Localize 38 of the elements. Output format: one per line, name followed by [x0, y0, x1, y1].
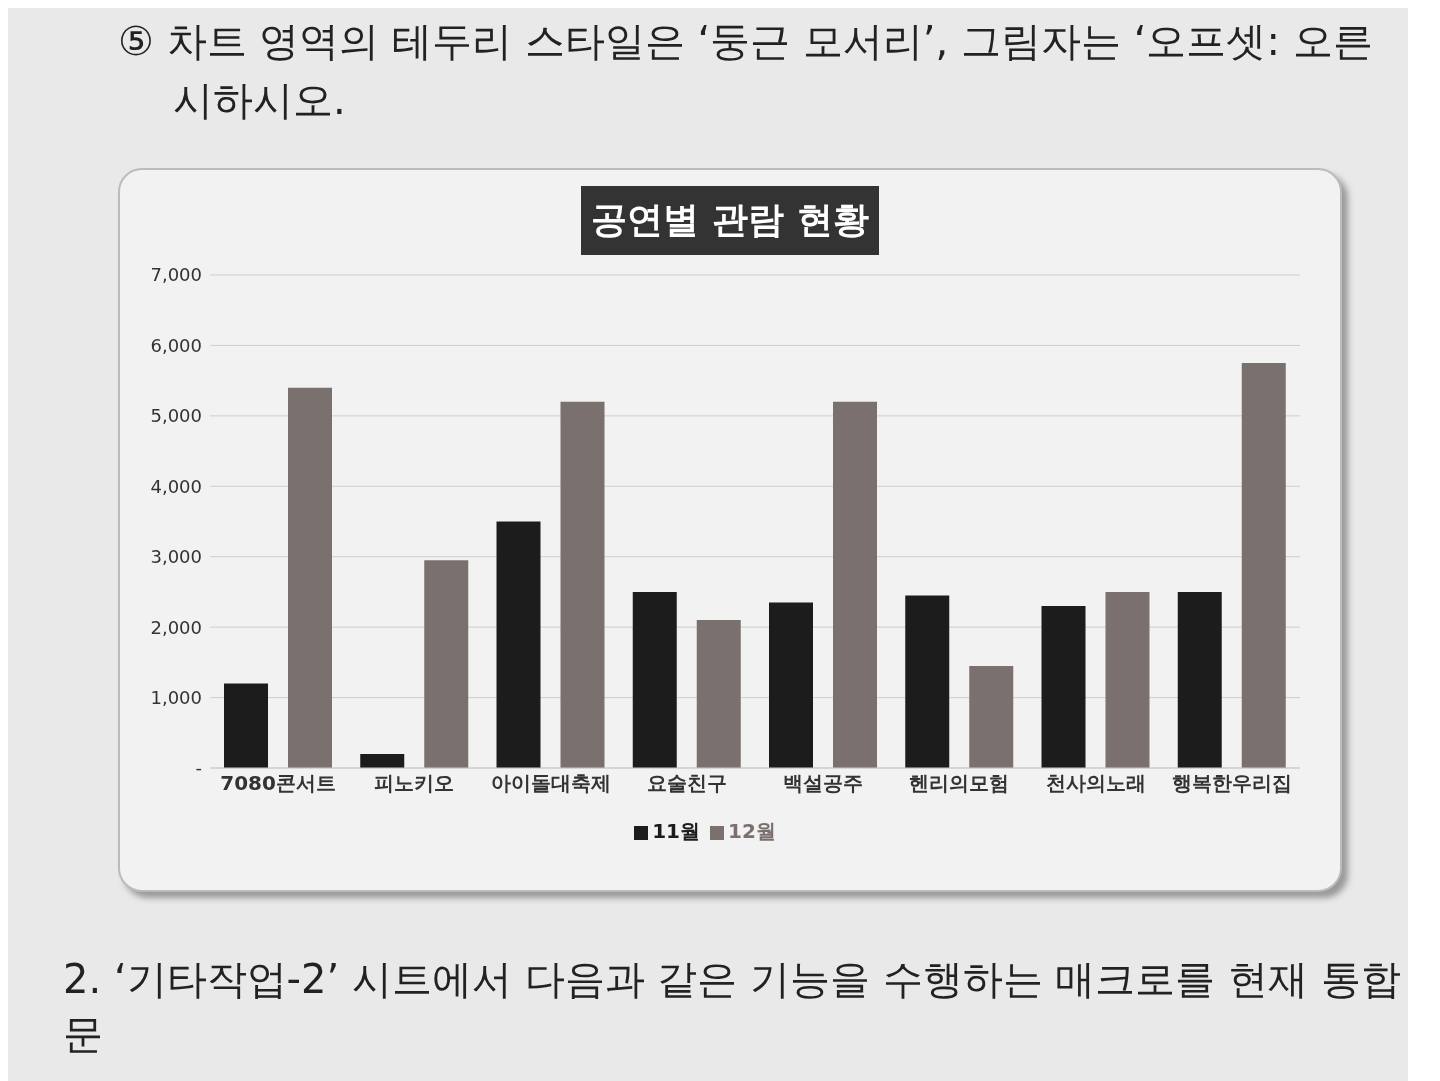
- x-tick-label: 천사의노래: [1045, 771, 1146, 796]
- bar: [632, 591, 677, 768]
- y-tick-label: 6,000: [150, 334, 202, 356]
- bar: [1041, 606, 1086, 768]
- bar: [224, 683, 268, 768]
- bar: [696, 620, 741, 768]
- bar: [1105, 591, 1150, 768]
- y-tick-label: 2,000: [150, 616, 202, 638]
- bar: [1241, 363, 1286, 768]
- x-tick-label: 요술친구: [646, 771, 727, 796]
- bar: [360, 753, 405, 768]
- x-tick-label: 7080콘서트: [220, 771, 336, 796]
- y-tick-label: 5,000: [150, 405, 202, 427]
- chart-title: 공연별 관람 현황: [581, 186, 879, 255]
- legend-label: 12월: [728, 819, 776, 843]
- text: 2. ‘기타작업-2’ 시트에서 다음과 같은 기능을 수행하는 매크로를 현재 통합문: [62, 955, 1402, 1059]
- bar: [1177, 591, 1222, 768]
- bar: [288, 387, 332, 768]
- bar: [560, 401, 605, 768]
- x-tick-label: 피노키오: [374, 771, 455, 796]
- bar: [424, 560, 469, 768]
- x-tick-label: 헨리의모험: [909, 771, 1010, 796]
- y-tick-label: 7,000: [150, 264, 202, 286]
- bar: [905, 595, 950, 768]
- x-tick-label: 아이돌대축제: [490, 771, 611, 796]
- x-tick-label: 행복한우리집: [1171, 771, 1292, 796]
- bar: [833, 401, 877, 768]
- bar: [969, 665, 1014, 768]
- y-tick-label: 4,000: [150, 475, 202, 497]
- x-tick-label: 백설공주: [783, 771, 864, 796]
- text: ⑤ 차트 영역의 테두리 스타일은 ‘둥근 모서리’, 그림자는 ‘오프셋: 오른: [117, 17, 1374, 66]
- text: 시하시오.: [172, 76, 347, 125]
- bar: [496, 521, 541, 768]
- y-tick-label: 1,000: [150, 686, 202, 708]
- legend-label: 11월: [652, 819, 700, 843]
- y-tick-label: 3,000: [150, 546, 202, 568]
- y-tick-label: -: [195, 757, 202, 779]
- bar: [769, 602, 813, 768]
